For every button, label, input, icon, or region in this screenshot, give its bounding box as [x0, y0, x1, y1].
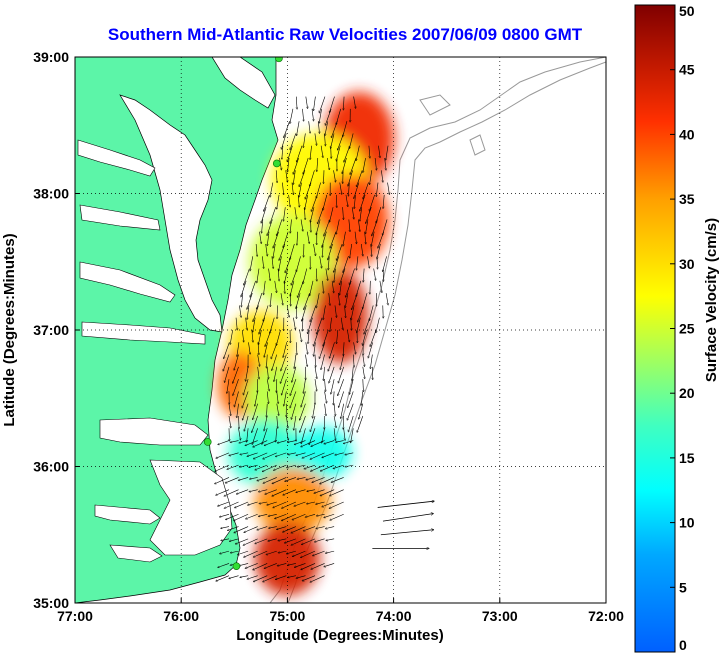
- x-tick-label-3: 74:00: [376, 608, 412, 624]
- y-tick-label-1: 36:00: [33, 459, 69, 475]
- plot-area: [75, 55, 606, 603]
- colorbar-tick-label-5: 25: [679, 321, 695, 337]
- y-tick-label-2: 37:00: [33, 322, 69, 338]
- colorbar-tick-label-3: 15: [679, 450, 695, 466]
- colorbar: 0 5 10 15 20 25 30 35 40 45 50 Surface Velocity (c…: [635, 3, 720, 653]
- y-tick-label-0: 35:00: [33, 595, 69, 611]
- x-tick-label-4: 73:00: [482, 608, 518, 624]
- colorbar-label: Surface Velocity (cm/s): [703, 218, 720, 382]
- colorbar-tick-label-4: 20: [679, 385, 695, 401]
- x-tick-label-1: 76:00: [163, 608, 199, 624]
- colorbar-tick-label-10: 50: [679, 3, 695, 19]
- chart-title: Southern Mid-Atlantic Raw Velocities 200…: [108, 25, 583, 44]
- x-tick-label-5: 72:00: [588, 608, 624, 624]
- y-axis: 35:00 36:00 37:00 38:00 39:00: [33, 49, 80, 611]
- station-marker-2: [204, 438, 211, 445]
- colorbar-gradient: [635, 5, 675, 652]
- station-marker-0: [275, 55, 282, 62]
- y-tick-label-3: 38:00: [33, 186, 69, 202]
- colorbar-tick-label-0: 0: [679, 637, 687, 653]
- colorbar-tick-label-1: 5: [679, 579, 687, 595]
- station-marker-1: [273, 160, 280, 167]
- colorbar-tick-label-7: 35: [679, 191, 695, 207]
- velocity-region-11: [255, 522, 320, 595]
- x-tick-label-2: 75:00: [269, 608, 305, 624]
- x-axis-label: Longitude (Degrees:Minutes): [236, 627, 444, 644]
- y-axis-label: Latitude (Degrees:Minutes): [1, 233, 18, 426]
- colorbar-tick-label-8: 40: [679, 126, 695, 142]
- y-tick-label-4: 39:00: [33, 49, 69, 65]
- colorbar-tick-label-6: 30: [679, 256, 695, 272]
- colorbar-tick-label-2: 10: [679, 515, 695, 531]
- station-marker-3: [233, 563, 240, 570]
- colorbar-tick-label-9: 45: [679, 62, 695, 78]
